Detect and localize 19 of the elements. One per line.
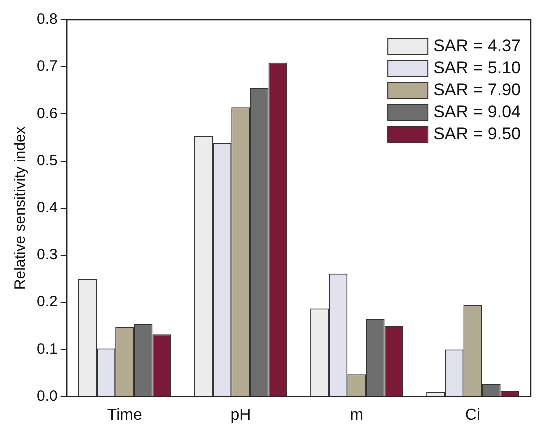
legend-label: SAR = 7.90 bbox=[434, 80, 522, 100]
x-tick-label: Ci bbox=[465, 406, 481, 424]
y-tick-label: 0.6 bbox=[36, 105, 58, 122]
legend-label: SAR = 9.04 bbox=[434, 102, 522, 122]
legend-label: SAR = 5.10 bbox=[434, 58, 522, 78]
y-axis-title: Relative sensitivity index bbox=[12, 126, 30, 290]
x-tick-label: pH bbox=[230, 406, 252, 424]
y-tick-label: 0.4 bbox=[36, 200, 58, 217]
y-tick-label: 0.5 bbox=[36, 152, 58, 170]
y-tick-label: 0.0 bbox=[36, 388, 58, 405]
y-tick-label: 0.1 bbox=[36, 340, 58, 358]
y-tick-label: 0.2 bbox=[36, 294, 58, 311]
x-tick-label: m bbox=[350, 406, 364, 424]
legend-label: SAR = 9.50 bbox=[434, 124, 522, 144]
legend-label: SAR = 4.37 bbox=[434, 36, 522, 56]
y-tick-label: 0.7 bbox=[36, 58, 58, 76]
x-tick-label: Time bbox=[107, 406, 142, 424]
y-tick-label: 0.3 bbox=[36, 246, 58, 264]
y-tick-label: 0.8 bbox=[36, 11, 58, 28]
